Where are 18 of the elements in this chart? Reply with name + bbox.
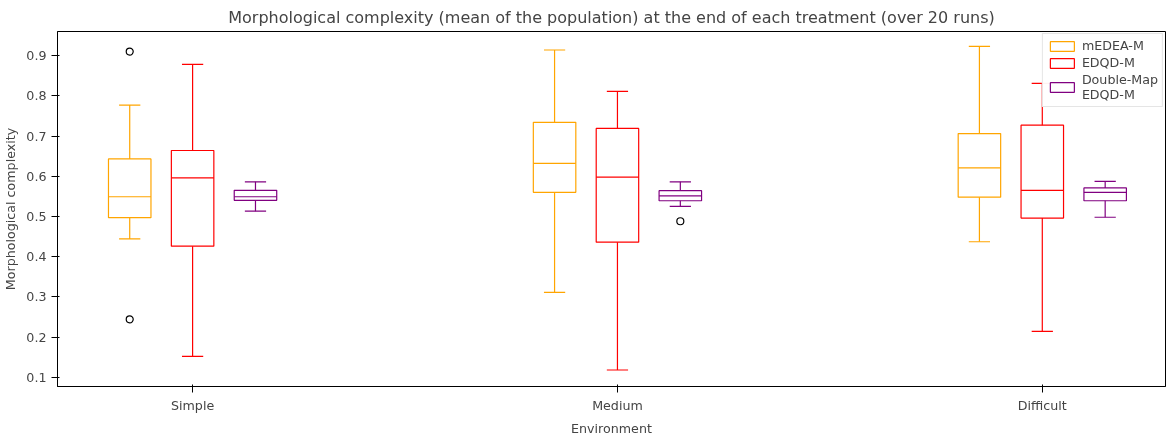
y-tick-label: 0.7 <box>26 128 47 144</box>
legend-label: Double-Map EDQD-M <box>1081 72 1158 102</box>
x-tick-label: Simple <box>170 397 215 413</box>
y-tick-label: 0.1 <box>26 369 47 385</box>
x-tick-label: Difficult <box>1017 397 1067 413</box>
x-axis-title: Environment <box>571 420 652 436</box>
y-tick-label: 0.5 <box>26 208 47 224</box>
chart-title: Morphological complexity (mean of the population) at the end of each treatment (over 20 runs) <box>228 7 995 27</box>
y-tick-label: 0.9 <box>26 48 47 64</box>
y-tick-label: 0.6 <box>26 168 47 184</box>
y-axis-title: Morphological complexity <box>3 127 19 291</box>
y-tick-label: 0.3 <box>26 289 47 305</box>
legend-label: mEDEA-M <box>1081 38 1144 53</box>
y-tick-label: 0.8 <box>26 88 47 104</box>
x-tick-label: Medium <box>592 397 643 413</box>
y-tick-label: 0.4 <box>26 249 47 265</box>
y-tick-label: 0.2 <box>26 329 47 345</box>
legend-label: EDQD-M <box>1081 55 1135 70</box>
